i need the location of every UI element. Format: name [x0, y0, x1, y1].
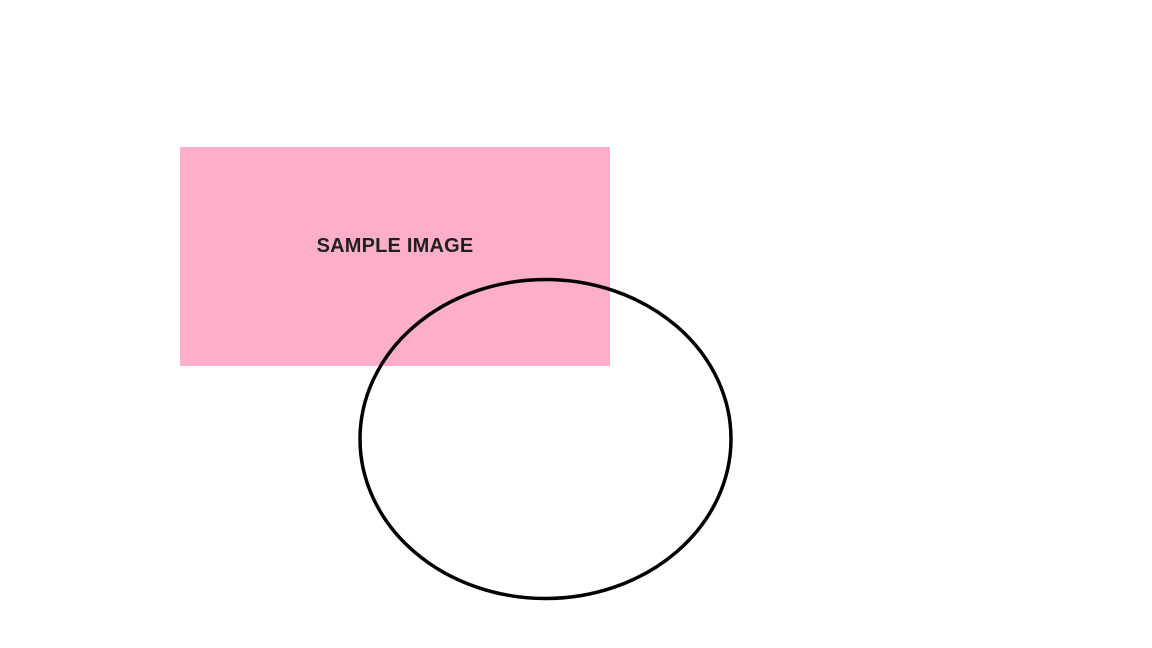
sample-image-placeholder: SAMPLE IMAGE — [180, 147, 610, 366]
sample-image-label: SAMPLE IMAGE — [316, 234, 474, 257]
